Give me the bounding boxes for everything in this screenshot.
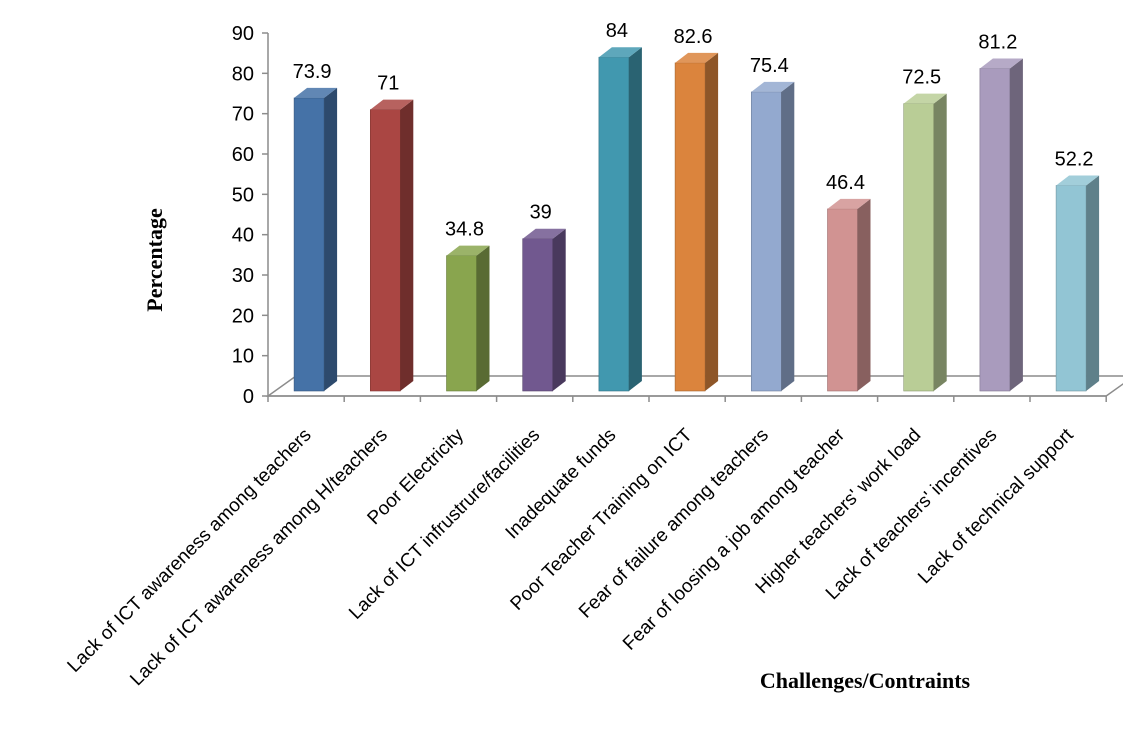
y-axis-title: Percentage	[142, 208, 167, 312]
x-axis-title: Challenges/Contraints	[760, 668, 971, 693]
data-label: 81.2	[978, 31, 1017, 53]
data-label: 71	[377, 73, 399, 95]
bar-front	[903, 103, 935, 392]
bar-front	[827, 208, 858, 392]
bar-front	[293, 97, 325, 392]
bar	[1055, 175, 1100, 392]
data-label: 84	[606, 20, 628, 42]
bar-side	[933, 93, 947, 391]
bar	[979, 58, 1023, 392]
bar-front	[674, 62, 706, 392]
data-label: 73.9	[293, 61, 332, 83]
bar-top	[598, 47, 642, 58]
bar	[369, 99, 414, 392]
x-category-label: Lack of technical support	[914, 424, 1078, 588]
bar-side	[1086, 175, 1100, 391]
chart-axes	[267, 33, 1107, 402]
bar-front	[750, 91, 782, 392]
bar-side	[705, 52, 719, 391]
y-tick-label: 50	[232, 184, 254, 206]
data-label: 52.2	[1055, 148, 1094, 170]
bar-side	[324, 87, 338, 391]
bar-side	[1009, 58, 1023, 391]
bar	[750, 81, 795, 392]
y-tick-label: 80	[232, 63, 254, 85]
y-tick-label: 70	[232, 104, 254, 126]
y-axis-ticks: 0 10 20 30 40 50 60 70 80 90	[232, 23, 268, 408]
bar	[293, 87, 338, 392]
bar-side	[857, 198, 871, 391]
bar-top	[675, 52, 719, 63]
bar-front	[446, 255, 477, 392]
bar-side	[476, 245, 490, 391]
bar-top	[979, 58, 1023, 69]
x-category-label: Lack of ICT awareness among H/teachers	[126, 425, 392, 691]
bar	[598, 47, 642, 392]
y-tick-label: 40	[232, 225, 254, 247]
bar-top	[446, 245, 490, 256]
y-tick-label: 60	[232, 144, 254, 166]
data-label: 82.6	[674, 26, 713, 48]
bar-top	[522, 228, 566, 239]
data-label: 46.4	[826, 172, 865, 194]
bar	[522, 228, 566, 392]
bar-front	[598, 56, 630, 392]
bar-side	[552, 228, 566, 391]
bar-top	[294, 87, 338, 98]
data-labels: 73.9 71 34.8 39 84 82.6 75.4 46.4 72.5 81.2 52.2	[293, 20, 1094, 240]
bar-front	[1055, 185, 1087, 392]
bar-top	[1056, 175, 1100, 186]
bar-front	[522, 238, 554, 392]
bar-top	[903, 93, 947, 104]
x-axis-category-labels: Lack of ICT awareness among teachersLack…	[64, 424, 1079, 690]
bar-front	[369, 109, 401, 392]
bar	[827, 198, 871, 392]
data-label: 34.8	[445, 219, 484, 241]
bar-side	[781, 81, 795, 392]
bar-top	[827, 198, 871, 209]
bar-side	[400, 99, 414, 391]
bar-top	[751, 81, 795, 92]
y-tick-label: 0	[243, 386, 254, 408]
bar-top	[370, 99, 414, 110]
bars	[293, 47, 1100, 392]
y-tick-label: 10	[232, 346, 254, 368]
bar	[903, 93, 947, 392]
data-label: 75.4	[750, 55, 789, 77]
y-tick-label: 30	[232, 265, 254, 287]
y-tick-label: 90	[232, 23, 254, 45]
y-tick-label: 20	[232, 305, 254, 327]
bar-front	[979, 68, 1011, 392]
bar	[674, 52, 719, 392]
data-label: 72.5	[902, 67, 941, 89]
bar	[446, 245, 490, 392]
bar-side	[628, 47, 642, 391]
data-label: 39	[530, 202, 552, 224]
